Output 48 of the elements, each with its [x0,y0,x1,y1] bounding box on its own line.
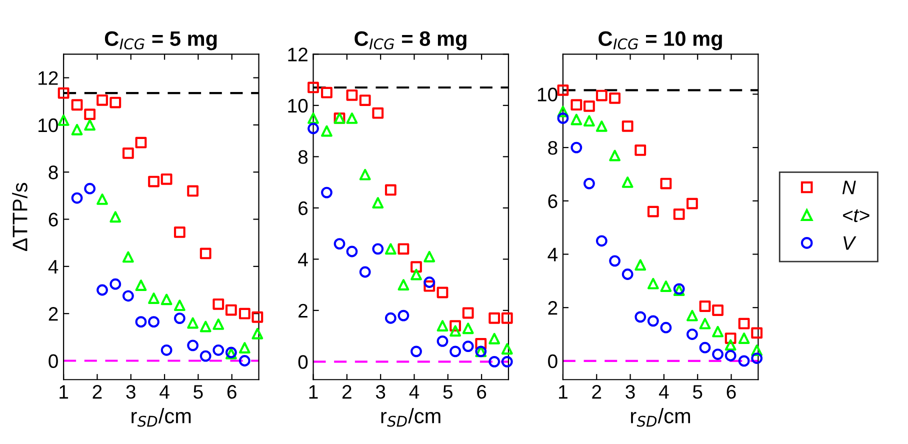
legend-label: V [844,236,856,250]
y-tick-label: 6 [298,201,308,216]
x-tick-label: 6 [477,384,486,399]
y-tick-label: 12 [38,71,58,85]
y-tick-label: 8 [48,166,58,180]
x-tick-label: 5 [194,385,203,399]
y-tick-label: 4 [48,260,58,274]
x-axis-title: r$_{SD}$/cm [631,408,690,427]
y-axis-title: ΔTTP/s [12,182,28,252]
x-tick-label: 3 [376,384,386,399]
x-tick-label: 4 [409,385,420,399]
x-tick-label: 3 [626,384,635,399]
x-tick-label: 2 [92,384,102,399]
legend-label: N [842,180,856,194]
x-tick-label: 4 [658,385,669,399]
chart-title: C$_{ICG}$ = 5 mg [104,31,217,50]
x-tick-label: 6 [227,384,236,399]
y-tick-label: 6 [48,212,58,226]
y-tick-label: 12 [288,48,308,62]
chart-title: C$_{ICG}$ = 8 mg [354,31,466,50]
x-tick-label: 2 [342,384,352,399]
y-tick-label: 10 [288,98,308,113]
x-tick-label: 5 [443,385,452,399]
x-tick-label: 2 [592,384,602,399]
y-tick-label: 2 [548,301,558,315]
chart-title: C$_{ICG}$ = 10 mg [598,31,722,50]
y-tick-label: 0 [548,354,558,368]
x-tick-label: 1 [309,385,318,399]
y-tick-label: 0 [298,355,308,369]
y-tick-label: 10 [38,118,58,132]
x-tick-label: 1 [559,385,568,399]
x-axis-title: r$_{SD}$/cm [132,408,191,427]
y-tick-label: 0 [48,354,58,368]
y-tick-label: 4 [548,248,558,262]
legend-label: <t> [843,209,870,222]
x-axis-title: r$_{SD}$/cm [381,408,440,427]
y-tick-label: 2 [48,307,58,321]
x-tick-label: 5 [692,385,702,399]
y-tick-label: 10 [538,88,558,102]
y-tick-label: 6 [548,194,558,208]
y-tick-label: 4 [298,252,308,266]
x-tick-label: 1 [60,385,68,399]
y-tick-label: 2 [298,304,308,318]
x-tick-label: 6 [726,384,736,399]
x-tick-label: 3 [126,384,136,399]
x-tick-label: 4 [160,385,170,399]
y-tick-label: 8 [548,141,558,155]
y-tick-label: 8 [298,150,308,164]
